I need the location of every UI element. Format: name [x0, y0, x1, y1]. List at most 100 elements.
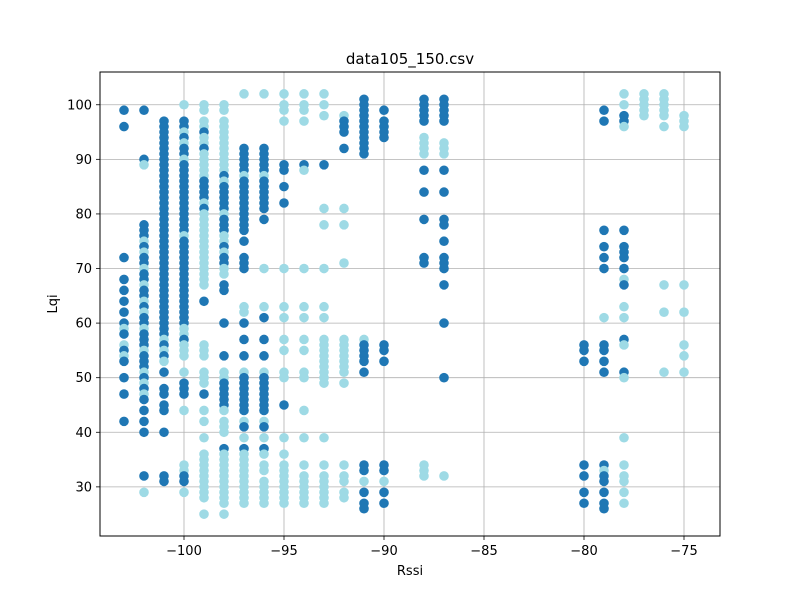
data-point: [199, 509, 209, 519]
data-point: [619, 252, 629, 263]
data-point: [179, 476, 189, 487]
data-point: [299, 263, 309, 274]
data-point: [679, 340, 689, 350]
data-point: [579, 471, 589, 481]
data-point: [239, 498, 249, 509]
data-point: [299, 105, 309, 116]
data-point: [119, 285, 129, 296]
data-point: [359, 476, 369, 487]
data-point: [339, 492, 349, 503]
data-point: [439, 149, 449, 159]
data-point: [259, 351, 269, 361]
data-point: [299, 405, 309, 416]
data-point: [299, 432, 309, 443]
data-point: [339, 127, 349, 137]
data-point: [259, 301, 269, 312]
data-point: [299, 165, 309, 176]
data-point: [419, 471, 429, 481]
data-point: [139, 160, 149, 170]
data-point: [379, 356, 389, 367]
data-point: [279, 400, 289, 410]
data-point: [139, 416, 149, 427]
data-point: [619, 263, 629, 274]
y-tick-label: 90: [75, 153, 92, 168]
data-point: [199, 405, 209, 416]
data-point: [159, 427, 169, 438]
data-point: [259, 405, 269, 416]
data-point: [579, 487, 589, 498]
y-tick-label: 60: [75, 317, 92, 332]
data-point: [139, 487, 149, 498]
data-point: [439, 372, 449, 383]
data-point: [319, 110, 329, 121]
data-point: [139, 394, 149, 405]
data-point: [659, 110, 669, 121]
data-point: [299, 345, 309, 356]
data-point: [339, 476, 349, 487]
data-point: [139, 105, 149, 116]
data-point: [299, 372, 309, 383]
data-point: [319, 263, 329, 274]
data-point: [419, 258, 429, 268]
data-point: [579, 345, 589, 356]
data-point: [599, 241, 609, 252]
data-point: [619, 372, 629, 383]
data-point: [219, 509, 229, 519]
data-point: [279, 105, 289, 116]
data-point: [279, 345, 289, 356]
data-point: [339, 460, 349, 470]
data-point: [139, 471, 149, 481]
data-point: [239, 334, 249, 345]
data-point: [419, 214, 429, 225]
data-point: [619, 280, 629, 290]
data-point: [159, 405, 169, 416]
data-point: [599, 116, 609, 126]
y-tick-label: 100: [67, 98, 92, 113]
data-point: [619, 99, 629, 110]
data-point: [299, 312, 309, 323]
data-point: [619, 476, 629, 487]
data-point: [199, 296, 209, 307]
data-point: [159, 476, 169, 487]
x-tick-label: −95: [270, 544, 297, 559]
data-point: [299, 89, 309, 99]
data-point: [579, 460, 589, 470]
data-point: [319, 89, 329, 99]
data-point: [259, 312, 269, 323]
data-point: [239, 263, 249, 274]
data-point: [599, 105, 609, 116]
data-point: [619, 340, 629, 350]
data-point: [199, 351, 209, 361]
y-tick-label: 70: [75, 262, 92, 277]
data-point: [119, 274, 129, 285]
data-point: [599, 345, 609, 356]
data-point: [159, 356, 169, 367]
data-point: [219, 269, 229, 279]
data-point: [119, 416, 129, 427]
data-point: [219, 318, 229, 328]
data-point: [379, 132, 389, 143]
data-point: [219, 405, 229, 416]
y-tick-label: 50: [75, 371, 92, 386]
y-tick-label: 30: [75, 480, 92, 495]
data-point: [199, 280, 209, 290]
data-point: [179, 389, 189, 399]
data-point: [599, 312, 609, 323]
data-point: [319, 99, 329, 110]
data-point: [619, 301, 629, 312]
data-point: [599, 356, 609, 367]
data-point: [359, 356, 369, 367]
data-point: [619, 225, 629, 236]
data-point: [619, 312, 629, 323]
data-point: [239, 351, 249, 361]
data-point: [199, 105, 209, 116]
data-point: [279, 263, 289, 274]
data-point: [439, 263, 449, 274]
data-point: [259, 214, 269, 225]
y-tick-label: 40: [75, 426, 92, 441]
data-point: [619, 432, 629, 443]
data-point: [219, 105, 229, 116]
data-point: [239, 89, 249, 99]
data-point: [319, 498, 329, 509]
